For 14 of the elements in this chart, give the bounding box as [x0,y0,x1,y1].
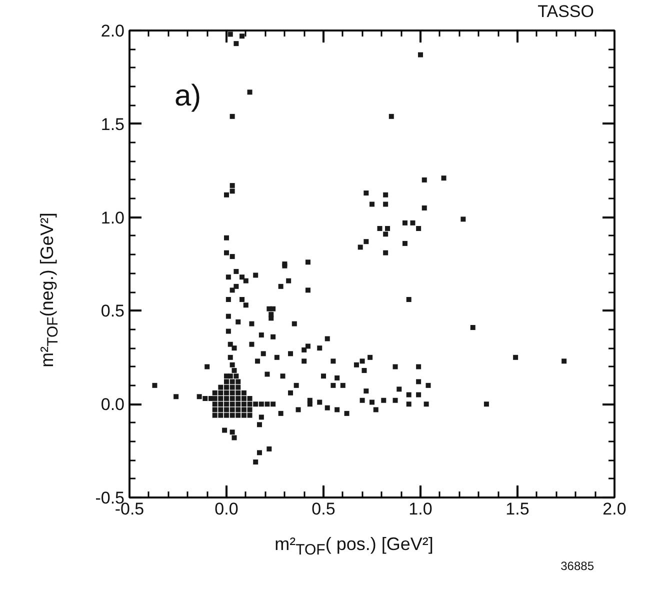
y-tick-label: 1.5 [100,114,125,134]
x-tick-label: 0.5 [312,500,336,518]
y-tick-label: 0.0 [100,395,125,414]
x-axis-title: m²$_{TOF}$( pos.) [GeV²] [274,534,434,559]
y-tick-label: 2.0 [100,22,125,40]
annotation: a) [174,80,202,112]
text: 36885 [560,558,594,575]
y-tick-label: 1.0 [100,208,125,228]
y-tick-label: 0.5 [100,302,125,321]
x-tick-label: 0.0 [214,500,238,518]
x-tick-label: 1.0 [408,500,432,518]
text: TASSO [538,2,594,21]
x-tick-label: 2.0 [602,500,626,518]
x-tick-label: 1.5 [506,500,530,518]
